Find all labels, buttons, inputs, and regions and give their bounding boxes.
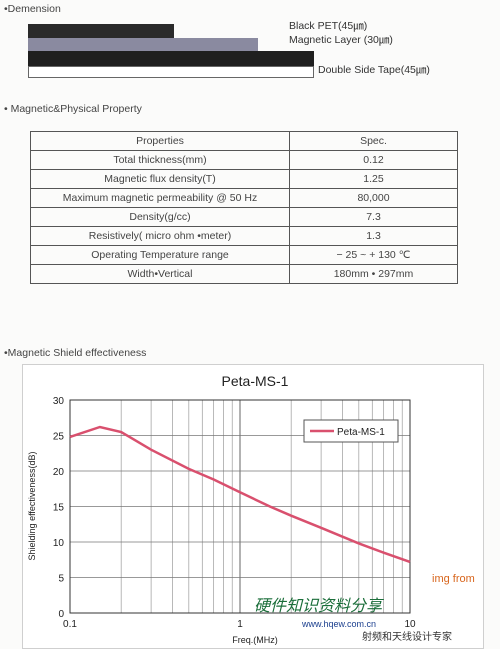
table-header-row: Properties Spec. [30, 131, 458, 151]
table-row: Total thickness(mm) 0.12 [30, 150, 458, 170]
watermark-line2: www.hqew.com.cn [301, 619, 376, 629]
property-name: Maximum magnetic permeability @ 50 Hz [30, 188, 290, 208]
y-tick-label: 0 [58, 609, 64, 620]
x-axis-label: Freq.(MHz) [232, 635, 278, 645]
table-row: Maximum magnetic permeability @ 50 Hz 80,… [30, 188, 458, 208]
property-name: Total thickness(mm) [30, 150, 290, 170]
layer-label-double-side-tape: Double Side Tape(45㎛) [318, 64, 430, 76]
y-tick-label: 30 [53, 396, 65, 407]
property-name: Density(g/cc) [30, 207, 290, 227]
property-value: 80,000 [289, 188, 458, 208]
y-axis-label: Shielding effectiveness(dB) [27, 452, 37, 561]
legend-entry-peta-ms-1: Peta-MS-1 [337, 427, 385, 438]
layer-double-side-tape [28, 66, 314, 78]
watermark-line1: 硬件知识资料分享 [254, 597, 384, 615]
property-table: Properties Spec. Total thickness(mm) 0.12… [30, 131, 458, 284]
property-name: Width•Vertical [30, 264, 290, 284]
shield-chart: Peta-MS-1 0 5 10 15 20 25 30 0.1 1 10 Shielding … [22, 364, 484, 649]
y-tick-label: 20 [53, 467, 65, 478]
legend-box [303, 419, 399, 443]
layer-black-pet [28, 24, 174, 38]
series-line-peta-ms-1 [69, 425, 411, 564]
dimension-title: •Demension [4, 3, 61, 15]
layer-label-black-pet: Black PET(45㎛) [289, 20, 368, 32]
header-spec: Spec. [289, 131, 458, 151]
property-value: 0.12 [289, 150, 458, 170]
plot-area [69, 399, 411, 614]
y-tick-label: 15 [53, 503, 65, 514]
y-tick-label: 25 [53, 432, 65, 443]
property-value: 7.3 [289, 207, 458, 227]
header-properties: Properties [30, 131, 290, 151]
chart-title: Peta-MS-1 [222, 373, 289, 389]
x-tick-label: 10 [404, 619, 416, 630]
y-tick-label: 10 [53, 538, 65, 549]
table-row: Resistively( micro ohm •meter) 1.3 [30, 226, 458, 246]
property-name: Operating Temperature range [30, 245, 290, 265]
x-tick-labels: 0.1 1 10 [63, 619, 416, 630]
property-value: 180mm • 297mm [289, 264, 458, 284]
property-value: 1.25 [289, 169, 458, 189]
x-tick-label: 0.1 [63, 619, 77, 630]
table-row: Operating Temperature range − 25 ~ + 130 … [30, 245, 458, 265]
shield-title: •Magnetic Shield effectiveness [4, 347, 147, 359]
layer-label-magnetic: Magnetic Layer (30㎛) [289, 34, 393, 46]
y-tick-labels: 0 5 10 15 20 25 30 [53, 396, 65, 620]
watermark-line3: 射频和天线设计专家 [362, 630, 452, 643]
legend: Peta-MS-1 [303, 419, 399, 443]
property-title: • Magnetic&Physical Property [4, 103, 142, 115]
property-value: − 25 ~ + 130 ℃ [289, 245, 458, 265]
layer-adhesive [28, 51, 314, 66]
y-tick-label: 5 [58, 574, 64, 585]
watermark-img-from: img from [432, 573, 475, 585]
table-row: Magnetic flux density(T) 1.25 [30, 169, 458, 189]
layer-magnetic [28, 38, 258, 51]
table-row: Width•Vertical 180mm • 297mm [30, 264, 458, 284]
property-name: Resistively( micro ohm •meter) [30, 226, 290, 246]
table-row: Density(g/cc) 7.3 [30, 207, 458, 227]
property-value: 1.3 [289, 226, 458, 246]
x-tick-label: 1 [237, 619, 243, 630]
property-name: Magnetic flux density(T) [30, 169, 290, 189]
